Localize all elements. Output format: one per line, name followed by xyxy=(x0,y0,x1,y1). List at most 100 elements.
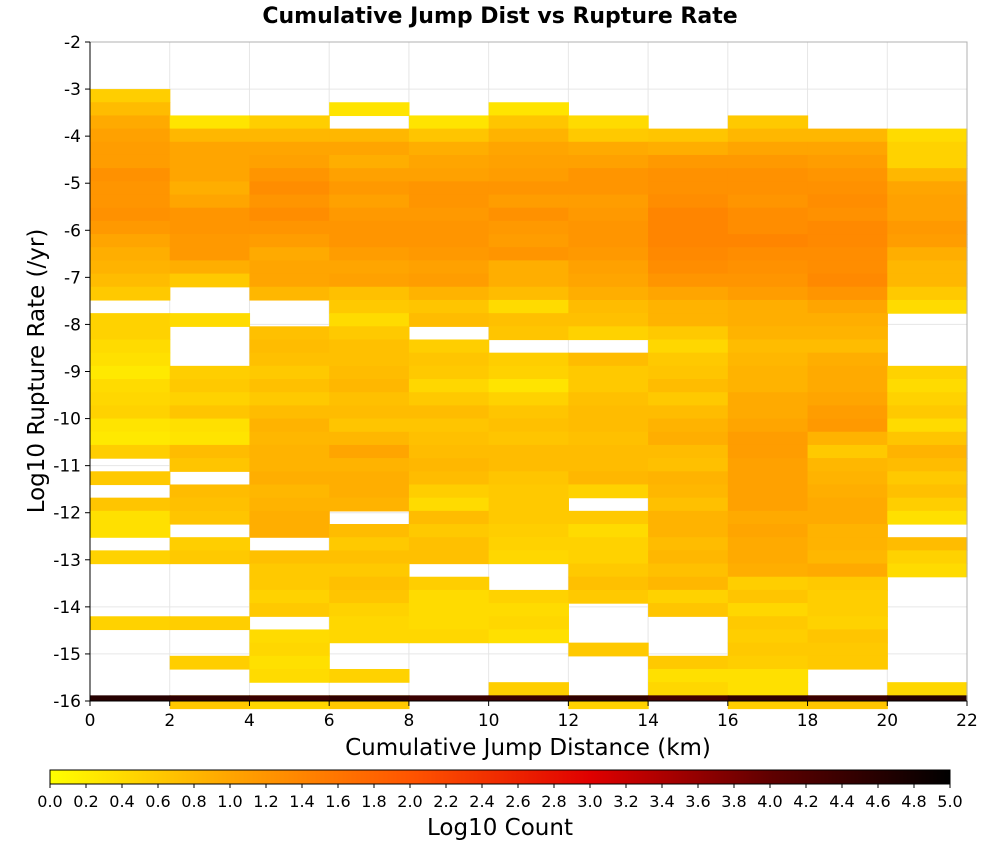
heatmap-cell xyxy=(329,524,410,538)
heatmap-cell xyxy=(568,418,649,433)
heatmap-cell xyxy=(169,260,251,275)
colorbar-ticks: 0.0 0.2 0.4 0.6 0.8 1.0 1.2 1.4 1.6 1.8 2.0 2.2 2.4 2… xyxy=(37,784,963,811)
heatmap-cell xyxy=(727,286,809,301)
heatmap-cell xyxy=(329,695,410,701)
heatmap-cell xyxy=(90,339,171,354)
colorbar-tick-label: 2.2 xyxy=(433,792,458,811)
heatmap-cell xyxy=(169,497,251,512)
heatmap-cell xyxy=(807,524,888,538)
heatmap-cell xyxy=(488,418,569,433)
heatmap-cell xyxy=(568,207,649,222)
heatmap-cell xyxy=(408,181,490,196)
heatmap-cell xyxy=(329,168,410,182)
heatmap-cell xyxy=(887,128,968,143)
heatmap-cell xyxy=(90,510,171,525)
heatmap-cell xyxy=(90,273,171,288)
colorbar-tick-label: 4.4 xyxy=(829,792,854,811)
heatmap-cell xyxy=(727,154,809,169)
heatmap-cell xyxy=(488,537,569,551)
heatmap-cell xyxy=(249,207,330,222)
heatmap-cell xyxy=(648,286,729,301)
heatmap-cell xyxy=(568,247,649,262)
heatmap-cell xyxy=(249,497,330,512)
heatmap-cell xyxy=(807,194,888,209)
heatmap-cell xyxy=(249,339,330,354)
colorbar-tick-label: 3.2 xyxy=(613,792,638,811)
heatmap-cell xyxy=(169,181,251,196)
heatmap-cell xyxy=(169,247,251,262)
heatmap-cell xyxy=(249,629,330,644)
heatmap-cell xyxy=(648,537,729,551)
heatmap-cell xyxy=(329,286,410,301)
heatmap-cell xyxy=(329,379,410,393)
heatmap-cell xyxy=(648,497,729,512)
heatmap-cell xyxy=(568,273,649,288)
heatmap-cell xyxy=(887,194,968,209)
heatmap-cell xyxy=(488,484,569,499)
heatmap-cell xyxy=(568,405,649,420)
heatmap-cell xyxy=(648,260,729,275)
heatmap-cell xyxy=(408,603,490,617)
x-tick-label: 0 xyxy=(85,711,96,731)
y-tick-label: -8 xyxy=(64,315,81,335)
heatmap-cell xyxy=(727,458,809,472)
heatmap-cell xyxy=(807,655,888,670)
heatmap-cell xyxy=(648,695,729,701)
x-axis: 0 2 4 6 8 10 12 14 16 18 20 22 xyxy=(85,700,978,731)
heatmap-cell xyxy=(727,431,809,446)
heatmap-cell xyxy=(329,260,410,275)
heatmap-cell xyxy=(727,563,809,578)
heatmap-cell xyxy=(249,563,330,578)
heatmap-cell xyxy=(488,682,569,696)
heatmap-cell xyxy=(488,589,569,604)
heatmap-cell xyxy=(408,299,490,314)
heatmap-cell xyxy=(648,313,729,327)
heatmap-cell xyxy=(807,207,888,222)
heatmap-cell xyxy=(249,141,330,156)
x-tick-label: 14 xyxy=(637,711,659,731)
heatmap-cell xyxy=(169,405,251,420)
heatmap-cell xyxy=(329,550,410,565)
heatmap-cell xyxy=(90,102,171,117)
heatmap-cell xyxy=(648,589,729,604)
heatmap-cell xyxy=(249,444,330,459)
heatmap-cell xyxy=(90,524,171,538)
heatmap-cell xyxy=(807,497,888,512)
heatmap-cell xyxy=(408,576,490,591)
heatmap-cell xyxy=(169,365,251,380)
heatmap-cell xyxy=(408,444,490,459)
y-axis-label: Log10 Rupture Rate (/yr) xyxy=(24,229,50,514)
heatmap-cell xyxy=(90,154,171,169)
heatmap-cell xyxy=(727,629,809,644)
heatmap-cell xyxy=(488,458,569,472)
heatmap-cell xyxy=(488,141,569,156)
heatmap-cell xyxy=(90,550,171,565)
heatmap-cell xyxy=(807,352,888,367)
heatmap-cell xyxy=(727,616,809,631)
colorbar-tick-label: 0.8 xyxy=(181,792,206,811)
heatmap-cell xyxy=(249,326,330,341)
heatmap-cell xyxy=(807,589,888,604)
heatmap-cell xyxy=(648,352,729,367)
heatmap-cell xyxy=(648,444,729,459)
heatmap-cell xyxy=(727,682,809,696)
heatmap-cell xyxy=(329,181,410,196)
heatmap-cell xyxy=(408,537,490,551)
heatmap-cell xyxy=(329,563,410,578)
heatmap-cell xyxy=(90,234,171,248)
heatmap-cell xyxy=(568,484,649,499)
heatmap-cell xyxy=(887,550,968,565)
x-tick-label: 16 xyxy=(717,711,739,731)
heatmap-cell xyxy=(887,247,968,262)
heatmap-cell xyxy=(807,154,888,169)
heatmap-cell xyxy=(488,181,569,196)
heatmap-cell xyxy=(568,379,649,393)
heatmap-cell xyxy=(329,603,410,617)
heatmap-cell xyxy=(648,154,729,169)
heatmap-cell xyxy=(408,431,490,446)
chart-title: Cumulative Jump Dist vs Rupture Rate xyxy=(262,4,737,29)
y-tick-label: -13 xyxy=(53,551,81,571)
heatmap-cell xyxy=(488,260,569,275)
heatmap-cell xyxy=(249,220,330,235)
heatmap-cell xyxy=(488,128,569,143)
